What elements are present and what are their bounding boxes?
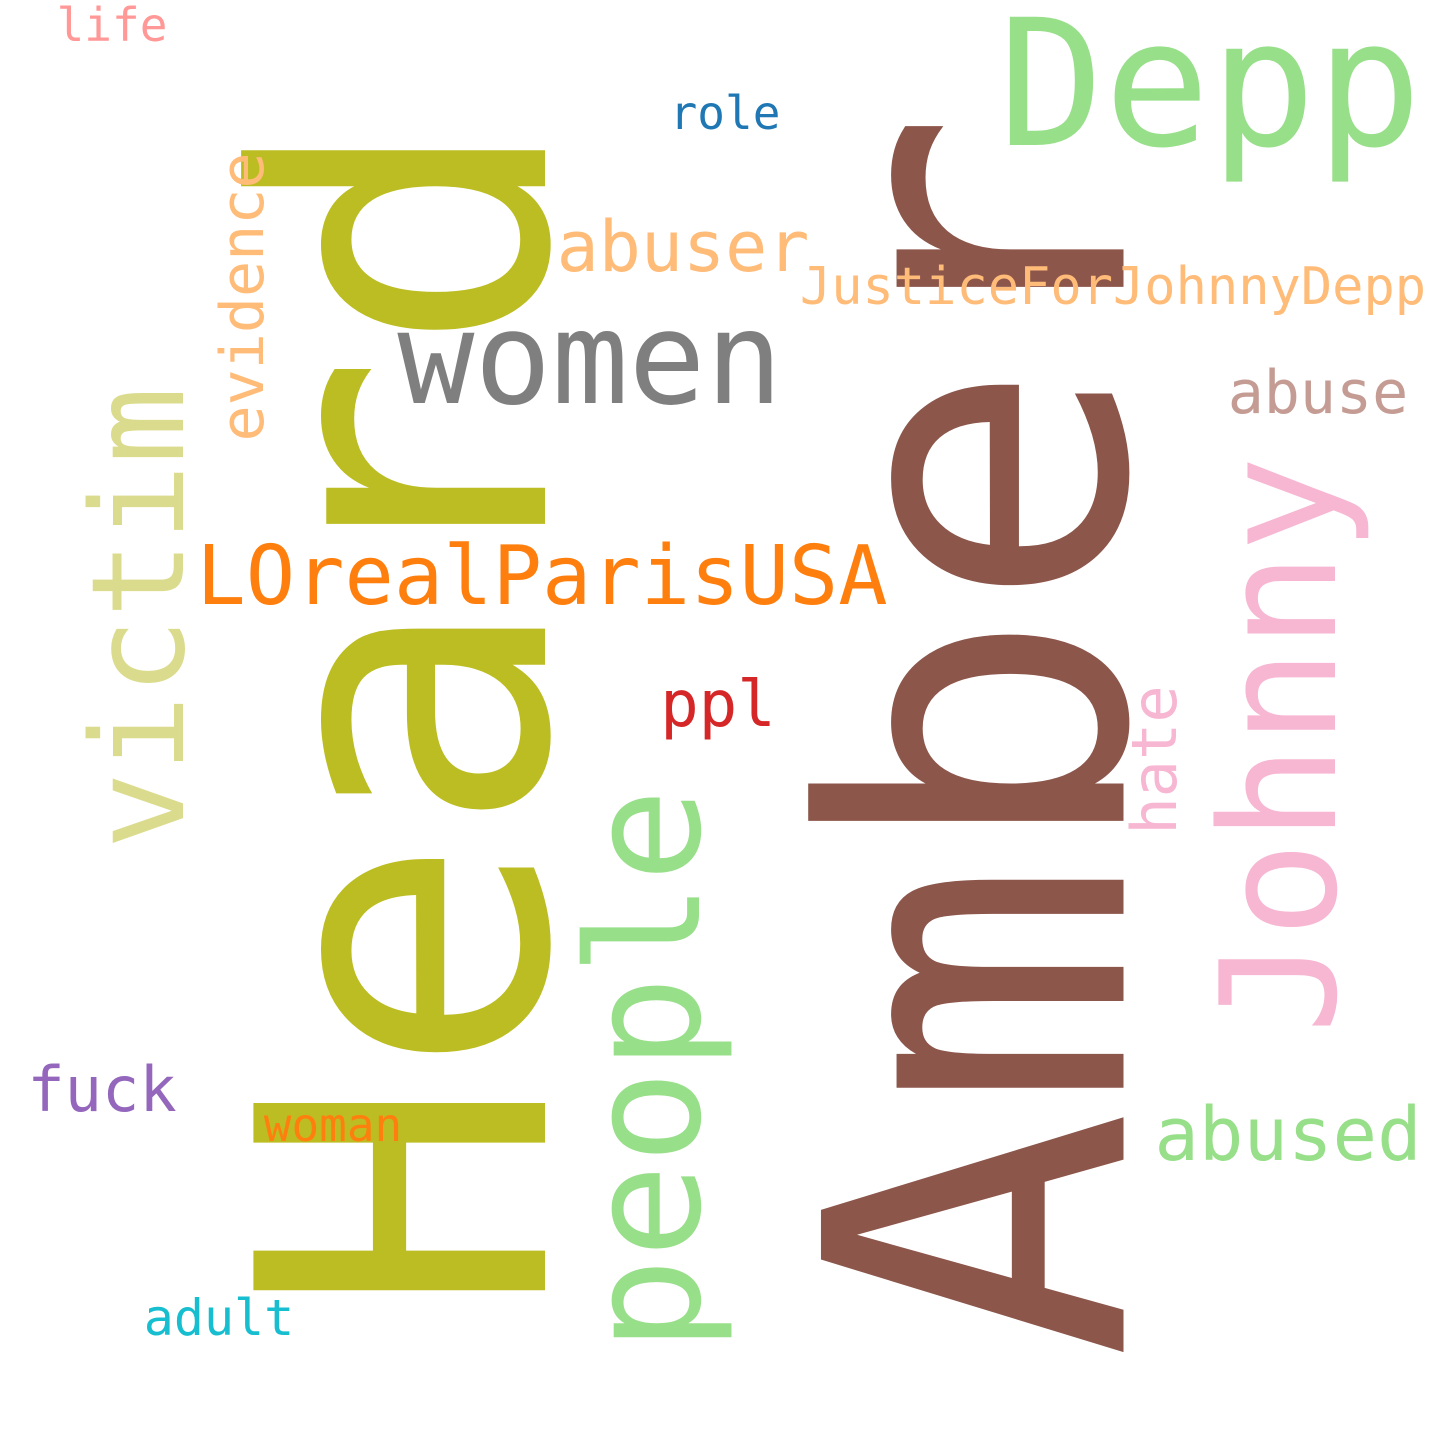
- word-life: life: [56, 0, 168, 52]
- word-woman: woman: [263, 1098, 403, 1152]
- word-people: people: [554, 788, 736, 1352]
- word-lorealparisusa: LOrealParisUSA: [196, 529, 888, 624]
- word-women: women: [397, 285, 783, 434]
- word-fuck: fuck: [27, 1053, 177, 1126]
- word-role: role: [669, 86, 781, 140]
- word-ppl: ppl: [660, 668, 776, 742]
- word-johnny: Johnny: [1186, 456, 1373, 1034]
- word-hate: hate: [1118, 685, 1191, 835]
- word-adult: adult: [143, 1289, 295, 1347]
- word-victim: victim: [65, 386, 214, 850]
- word-evidence: evidence: [208, 152, 278, 442]
- word-abuse: abuse: [1227, 358, 1409, 428]
- word-justiceforjohnnydepp: JusticeForJohnnyDepp: [799, 257, 1427, 317]
- word-abuser: abuser: [556, 206, 810, 288]
- word-abused: abused: [1154, 1092, 1422, 1178]
- word-depp: Depp: [998, 0, 1422, 187]
